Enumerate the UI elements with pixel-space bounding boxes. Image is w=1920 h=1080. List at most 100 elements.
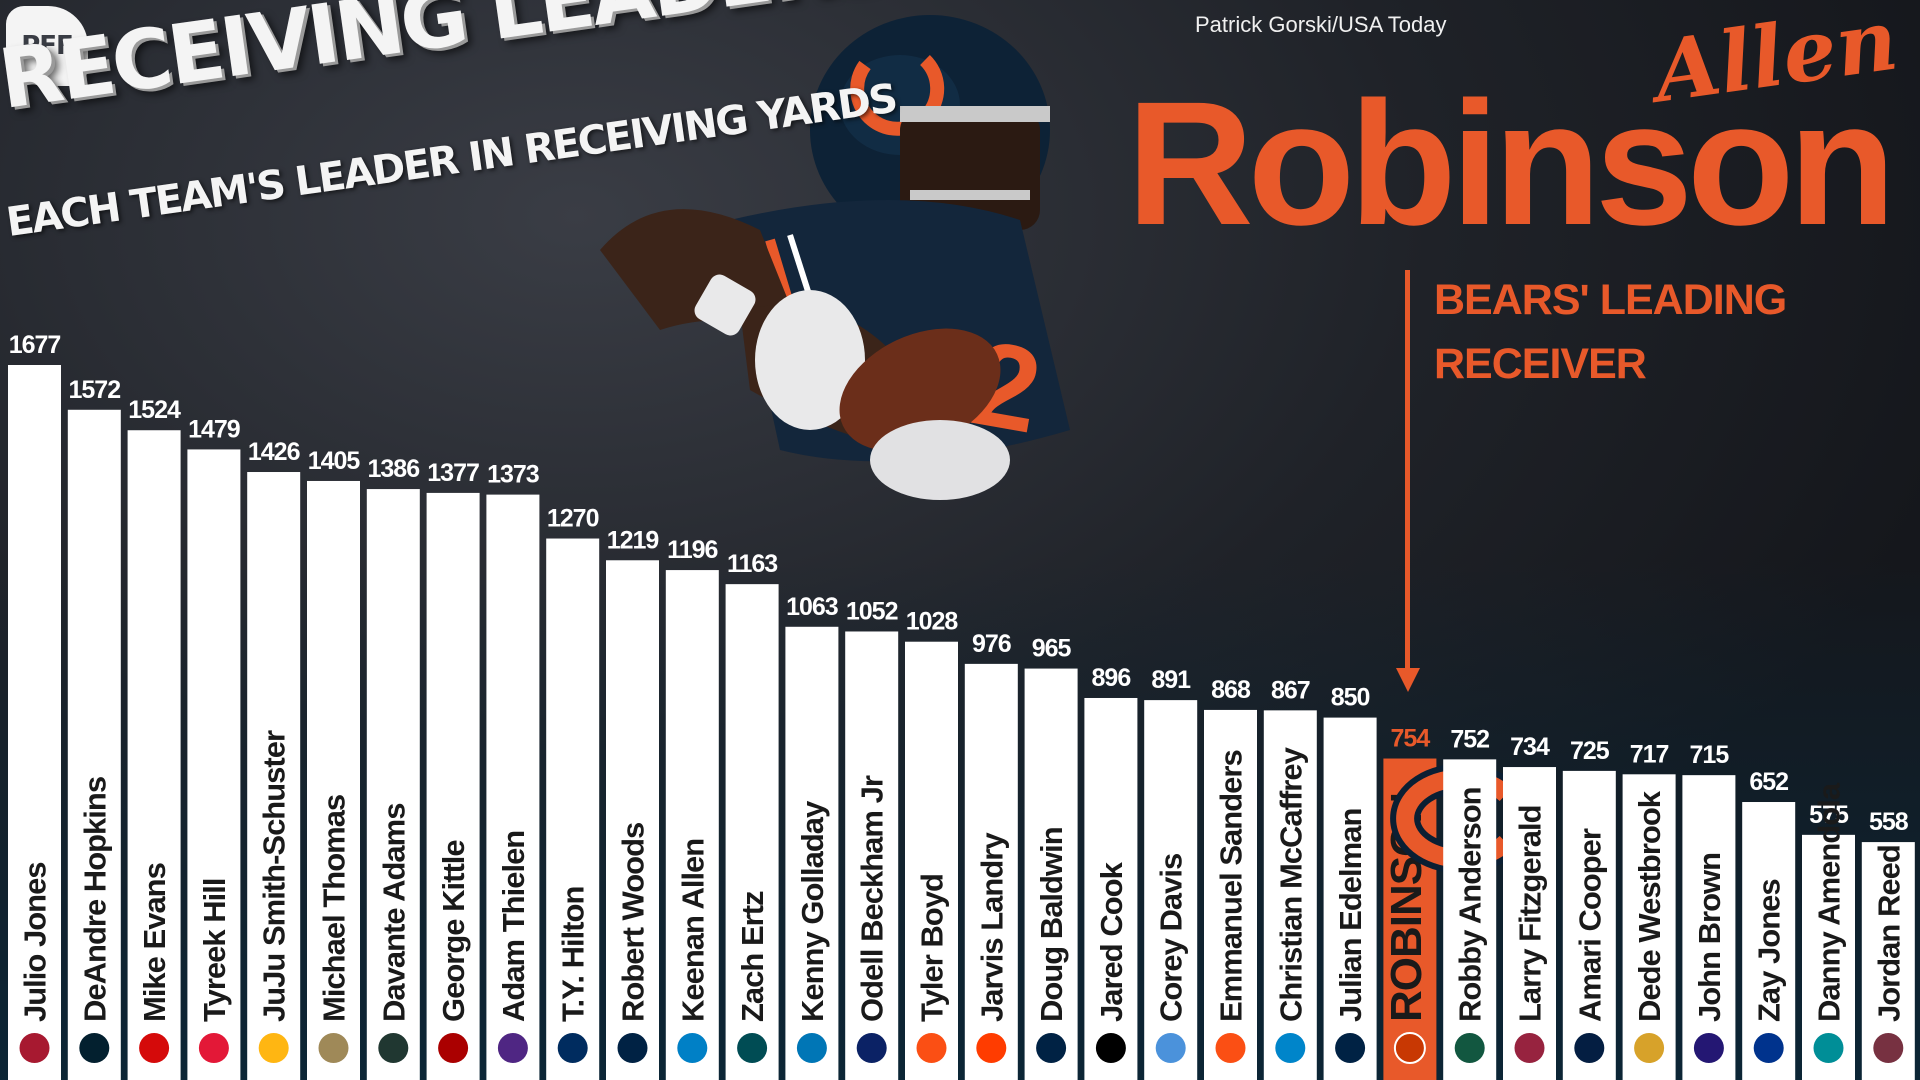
vikings-logo-icon — [497, 1033, 528, 1063]
chargers-logo-icon — [677, 1033, 708, 1063]
bar-category-label: Emmanuel Sanders — [1214, 750, 1249, 1022]
player-photo: 12 — [600, 15, 1070, 500]
seahawks-logo-icon — [1036, 1033, 1067, 1063]
bar-group: 1572 DeAndre Hopkins — [67, 376, 121, 1080]
bar-group: 1386 Davante Adams — [366, 455, 420, 1080]
cardinals-logo-icon — [1514, 1033, 1545, 1063]
giants-logo-icon — [856, 1033, 887, 1063]
bar-category-label: Danny Amendola — [1812, 782, 1847, 1022]
bar-group: 1270 T.Y. Hilton — [546, 505, 600, 1080]
bar — [546, 538, 600, 1080]
bar-group: 1028 Tyler Boyd — [905, 608, 959, 1080]
panthers-logo-icon — [1275, 1033, 1306, 1063]
bar-group: 1196 Keenan Allen — [665, 536, 719, 1080]
bar-group: 850 Julian Edelman — [1323, 684, 1377, 1080]
bar-value-label: 575 — [1809, 801, 1849, 829]
bar-group: 715 John Brown — [1682, 741, 1736, 1080]
bar-group: 1677 Julio Jones — [8, 331, 61, 1080]
bar-value-label: 891 — [1151, 666, 1191, 694]
texans-logo-icon — [79, 1033, 110, 1063]
bar — [1443, 759, 1497, 1080]
bar-value-label: 868 — [1211, 676, 1251, 704]
bar-group: 1426 JuJu Smith-Schuster — [247, 438, 301, 1080]
bar-group: 867 Christian McCaffrey — [1263, 676, 1317, 1080]
chiefs-logo-icon — [198, 1033, 229, 1063]
bar — [964, 663, 1018, 1080]
bar — [426, 492, 480, 1080]
bar-value-label: 1196 — [667, 536, 717, 564]
bar-value-label: 896 — [1092, 664, 1131, 692]
bar-group: 1163 Zach Ertz — [725, 550, 779, 1080]
bar-value-label: 652 — [1749, 768, 1788, 796]
bar-group: 717 Dede Westbrook — [1622, 740, 1676, 1080]
browns-logo-icon — [976, 1033, 1007, 1063]
bar-group: 1063 Kenny Golladay — [785, 593, 839, 1080]
bar-category-label: T.Y. Hilton — [556, 887, 591, 1022]
bar — [665, 570, 719, 1080]
bar-category-label: Robby Anderson — [1453, 787, 1488, 1022]
bar-group: 1377 George Kittle — [426, 459, 480, 1080]
bar — [187, 449, 241, 1080]
bar-value-label: 1063 — [786, 593, 838, 621]
bar-value-label: 1373 — [487, 461, 539, 489]
eagles-logo-icon — [737, 1033, 768, 1063]
steelers-logo-icon — [258, 1033, 289, 1063]
cowboys-logo-icon — [1574, 1033, 1605, 1063]
bar-category-label: Mike Evans — [137, 863, 172, 1022]
bar-group: 891 Corey Davis — [1144, 666, 1198, 1080]
bar — [1024, 668, 1078, 1080]
bar-value-label: 1163 — [727, 550, 777, 578]
bar — [845, 631, 899, 1080]
bar-category-label: Doug Baldwin — [1034, 827, 1069, 1022]
featured-last-name: Robinson — [1126, 66, 1896, 262]
bar-group: 1373 Adam Thielen — [486, 461, 540, 1080]
bar — [905, 641, 958, 1080]
bar-value-label: 1377 — [427, 459, 479, 487]
bar-group: 752 Robby Anderson — [1443, 725, 1497, 1080]
bar-group: 868 Emmanuel Sanders — [1204, 676, 1257, 1080]
bar-category-label: Kenny Golladay — [795, 800, 830, 1022]
falcons-logo-icon — [19, 1033, 50, 1063]
callout-caption-line2: RECEIVER — [1434, 340, 1647, 388]
patriots-logo-icon — [1335, 1033, 1366, 1063]
bar-category-label: Corey Davis — [1154, 854, 1189, 1022]
broncos-logo-icon — [1215, 1033, 1246, 1063]
bar-category-label: Robert Woods — [616, 823, 651, 1022]
bar-category-label: Dede Westbrook — [1632, 790, 1667, 1022]
bar — [1144, 700, 1198, 1080]
callout-arrow-head — [1396, 668, 1420, 692]
bar-value-label: 1479 — [188, 415, 240, 443]
bar-value-label: 1524 — [128, 396, 181, 424]
bar-value-label: 1219 — [607, 526, 659, 554]
bar-category-label: Jared Cook — [1094, 861, 1129, 1022]
bar-category-label: George Kittle — [436, 840, 471, 1022]
bar-value-label: 1426 — [248, 438, 300, 466]
ravens-logo-icon — [1693, 1033, 1724, 1063]
bar — [1562, 770, 1616, 1080]
buccaneers-logo-icon — [139, 1033, 170, 1063]
lions-logo-icon — [796, 1033, 827, 1063]
bar — [1503, 767, 1556, 1080]
bar-category-label: Zach Ertz — [735, 891, 770, 1022]
bar-group: 558 Jordan Reed — [1861, 808, 1915, 1080]
bar — [1323, 717, 1377, 1080]
bar-value-label: 715 — [1690, 741, 1730, 769]
bears-logo-icon — [1393, 1032, 1426, 1064]
bar-value-label: 558 — [1869, 808, 1909, 836]
redskins-logo-icon — [1873, 1033, 1904, 1063]
bar — [606, 560, 659, 1080]
bar-category-label: Larry Fitzgerald — [1513, 805, 1548, 1022]
bar — [67, 409, 121, 1080]
packers-logo-icon — [378, 1033, 409, 1063]
bar-value-label: 850 — [1331, 684, 1370, 712]
bar-group: 976 Jarvis Landry — [964, 630, 1018, 1080]
bar-category-label: Christian McCaffrey — [1273, 746, 1308, 1022]
bar-category-label: John Brown — [1692, 853, 1727, 1022]
bar — [725, 584, 779, 1080]
bar — [1622, 774, 1676, 1080]
jaguars-logo-icon — [1634, 1033, 1665, 1063]
bar-group: 725 Amari Cooper — [1562, 737, 1616, 1080]
bar-group: 652 Zay Jones — [1742, 768, 1796, 1080]
callout-caption: BEARS' LEADING RECEIVER — [1434, 268, 1787, 396]
bar-category-label: Jordan Reed — [1871, 845, 1906, 1022]
